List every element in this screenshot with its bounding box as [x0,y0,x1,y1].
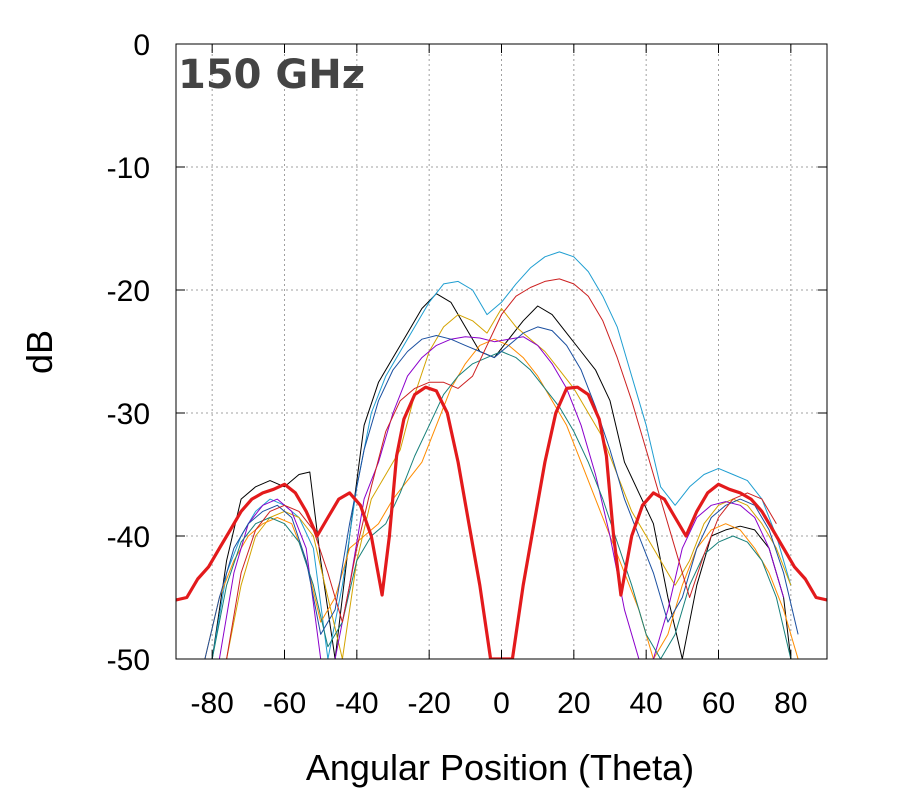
x-tick-label: 60 [702,687,735,720]
series-lines [176,251,827,659]
x-tick-label: -60 [263,687,306,720]
series-line-2 [211,251,792,659]
x-tick-label: 20 [557,687,590,720]
y-tick-label: -10 [107,152,150,185]
series-line-3 [226,308,792,659]
y-tick-label: -20 [107,275,150,308]
x-tick-label: 80 [774,687,807,720]
y-tick-label: -30 [107,398,150,431]
series-line-8 [226,278,777,659]
y-tick-label: -40 [107,521,150,554]
x-tick-label: 40 [629,687,662,720]
y-tick-label: -50 [107,644,150,677]
series-line-7 [204,326,799,659]
series-line-1 [211,293,792,659]
x-tick-label: 0 [493,687,510,720]
axis-ticks: -80 -60 -40 -20 0 20 40 60 80 0 -10 -20 -30 -40 -50 [107,29,827,720]
series-line-model [176,385,827,659]
x-axis-title: Angular Position (Theta) [306,747,694,788]
y-tick-label: 0 [133,29,150,62]
chart-title: 150 GHz [178,52,365,98]
series-line-5 [218,336,785,659]
x-tick-label: -40 [335,687,378,720]
y-axis-title: dB [19,330,60,374]
x-tick-label: -20 [407,687,450,720]
x-tick-label: -80 [190,687,233,720]
